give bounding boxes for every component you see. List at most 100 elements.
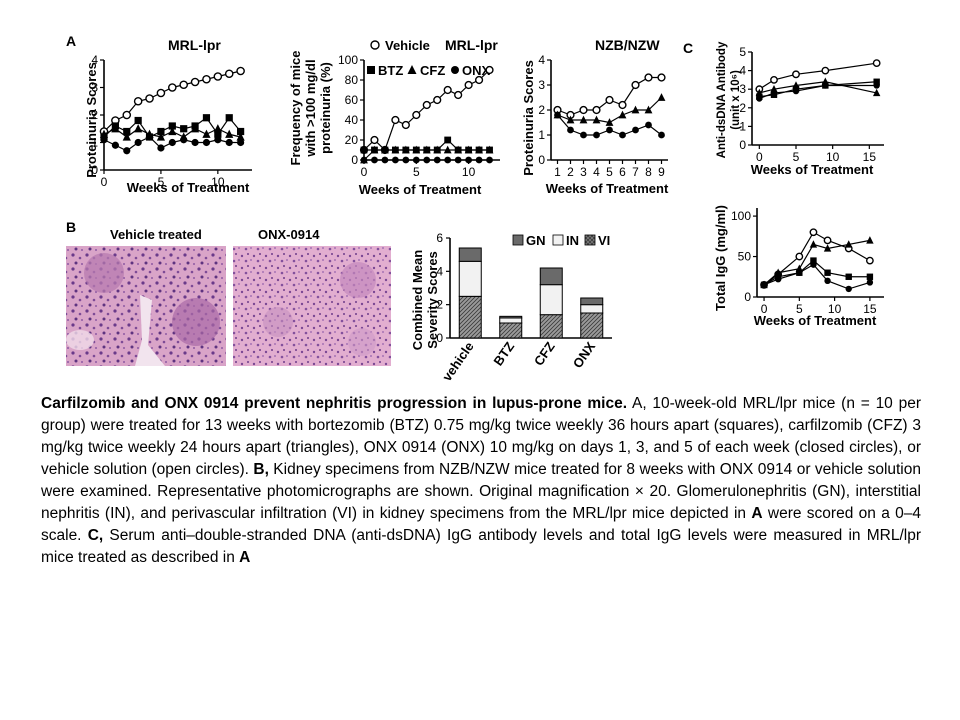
plot-nzb-proteinuria: NZB/NZW Proteinuria Scores Weeks of Trea… bbox=[521, 37, 669, 196]
plot-mrl-proteinuria: MRL-lpr Proteinuria Scores Weeks of Trea… bbox=[84, 37, 252, 195]
plot2-point-vehicle bbox=[443, 85, 452, 95]
plot3-point-cfz bbox=[631, 105, 640, 114]
plot5-point-btz bbox=[845, 273, 852, 280]
plot3-point-cfz bbox=[644, 105, 653, 114]
plot1-point-vehicle bbox=[236, 66, 245, 76]
plot3-point-vehicle bbox=[618, 100, 627, 110]
plot2-point-cfz bbox=[464, 145, 473, 154]
plot4-y-tick-label: 0 bbox=[739, 138, 746, 152]
plot4-point-vehicle bbox=[821, 66, 830, 75]
plot5-point-vehicle bbox=[865, 256, 874, 265]
plot3-x-tick-label: 5 bbox=[606, 165, 613, 179]
plot1-point-vehicle bbox=[213, 72, 223, 81]
plot5-point-onx bbox=[866, 279, 874, 286]
plot3-x-tick-label: 7 bbox=[632, 165, 639, 179]
plot5-point-onx bbox=[845, 285, 852, 293]
plot5-point-onx bbox=[810, 261, 817, 268]
plot3-point-vehicle bbox=[657, 73, 666, 82]
plot5-point-onx bbox=[774, 276, 782, 283]
plot1-x-tick-label: 10 bbox=[211, 175, 225, 189]
plot2-point-vehicle bbox=[401, 120, 410, 130]
plot2-point-vehicle bbox=[412, 110, 421, 120]
plot3-point-vehicle bbox=[579, 105, 588, 115]
plot4-y-tick-label: 4 bbox=[739, 64, 746, 78]
plot2-point-btz bbox=[360, 146, 368, 154]
plot2-point-cfz bbox=[401, 145, 410, 154]
bar-y-tick-label: 6 bbox=[436, 231, 443, 245]
plot2-y-tick-label: 20 bbox=[345, 133, 359, 147]
plot2-ylabel-line1: Frequency of mice bbox=[288, 51, 303, 166]
photo1-glomerulus bbox=[172, 298, 220, 346]
plot3-x-tick-label: 3 bbox=[580, 165, 587, 179]
panel-letter-b: B bbox=[66, 219, 76, 235]
plot4-ylabel-line1: Anti-dsDNA Antibody bbox=[716, 41, 728, 158]
plot4-point-cfz bbox=[755, 88, 764, 97]
plot3-y-tick-label: 4 bbox=[538, 53, 545, 67]
plot2-legend-btz-marker bbox=[367, 66, 375, 74]
plot2-point-onx bbox=[391, 156, 399, 164]
plot3-x-tick-label: 6 bbox=[619, 165, 626, 179]
photo1-title: Vehicle treated bbox=[110, 227, 202, 242]
plot2-point-onx bbox=[486, 156, 493, 164]
plot-mrl-frequency: Vehicle MRL-lpr BTZ CFZ ONX Frequency of… bbox=[288, 37, 500, 197]
bar-segment-in bbox=[539, 284, 563, 316]
plot2-point-onx bbox=[423, 156, 431, 164]
bar-y-tick-label: 2 bbox=[436, 298, 443, 312]
plot3-y-tick-label: 0 bbox=[538, 153, 545, 167]
plot1-point-vehicle bbox=[179, 80, 188, 90]
plot1-point-onx bbox=[157, 144, 165, 152]
plot4-x-tick-label: 0 bbox=[756, 150, 763, 164]
plot3-y-tick-label: 2 bbox=[538, 103, 545, 117]
plot2-ylabel-line3: proteinuria (%) bbox=[318, 62, 333, 154]
bar-segment-vi bbox=[499, 322, 523, 339]
plot1-point-vehicle bbox=[202, 74, 211, 84]
plot5-point-btz bbox=[866, 273, 874, 280]
plot2-xlabel: Weeks of Treatment bbox=[359, 182, 482, 197]
plot1-point-btz bbox=[180, 125, 188, 133]
plot-anti-dsdna: Anti-dsDNA Antibody (unit x 10⁶) Weeks o… bbox=[716, 41, 884, 177]
plot4-y-tick-label: 5 bbox=[739, 45, 746, 59]
plot2-legend-cfz-marker bbox=[407, 65, 417, 74]
plot2-point-cfz bbox=[412, 145, 421, 154]
plot1-point-btz bbox=[225, 114, 233, 122]
plot2-point-btz bbox=[444, 136, 452, 144]
plot2-point-cfz bbox=[391, 145, 400, 154]
plot3-point-cfz bbox=[566, 115, 575, 124]
photo-onx-0914: ONX-0914 bbox=[233, 227, 391, 366]
caption-b-label: B, bbox=[253, 461, 269, 478]
plot1-point-btz bbox=[214, 130, 222, 138]
plot3-point-vehicle bbox=[605, 95, 614, 105]
plot1-point-onx bbox=[237, 138, 245, 147]
plot1-point-btz bbox=[237, 127, 245, 136]
plot2-point-cfz bbox=[370, 145, 379, 154]
bar-legend-gn: GN bbox=[526, 233, 546, 248]
plot2-legend-cfz: CFZ bbox=[420, 63, 445, 78]
plot1-ylabel: Proteinuria Scores bbox=[84, 62, 99, 178]
plot3-x-tick-label: 4 bbox=[593, 165, 600, 179]
bar-segment-vi bbox=[458, 295, 482, 339]
plot5-point-btz bbox=[824, 269, 831, 276]
plot3-x-tick-label: 9 bbox=[658, 165, 665, 179]
plot3-point-vehicle bbox=[644, 73, 653, 82]
bar-legend-vi: VI bbox=[598, 233, 610, 248]
plot1-point-vehicle bbox=[145, 94, 154, 103]
plot5-point-vehicle bbox=[809, 228, 818, 237]
plot1-y-tick-label: 3 bbox=[91, 81, 98, 95]
photo1-glomerulus bbox=[84, 253, 124, 293]
plot1-point-cfz bbox=[122, 132, 131, 141]
plot1-point-onx bbox=[202, 138, 211, 147]
plot4-x-tick-label: 10 bbox=[826, 150, 840, 164]
plot2-point-vehicle bbox=[464, 80, 473, 90]
plot2-point-cfz bbox=[433, 145, 442, 154]
plot1-y-tick-label: 0 bbox=[91, 163, 98, 177]
plot1-point-onx bbox=[145, 133, 154, 141]
plot1-point-onx bbox=[180, 136, 188, 144]
plot5-point-btz bbox=[810, 257, 817, 264]
photo2-glomerulus bbox=[263, 307, 293, 337]
plot2-point-onx bbox=[402, 156, 410, 164]
plot2-y-tick-label: 100 bbox=[338, 53, 358, 67]
plot1-point-onx bbox=[111, 141, 119, 149]
plot3-x-tick-label: 8 bbox=[645, 165, 652, 179]
bar-legend-vi-swatch bbox=[584, 234, 596, 246]
plot3-xlabel: Weeks of Treatment bbox=[546, 181, 669, 196]
